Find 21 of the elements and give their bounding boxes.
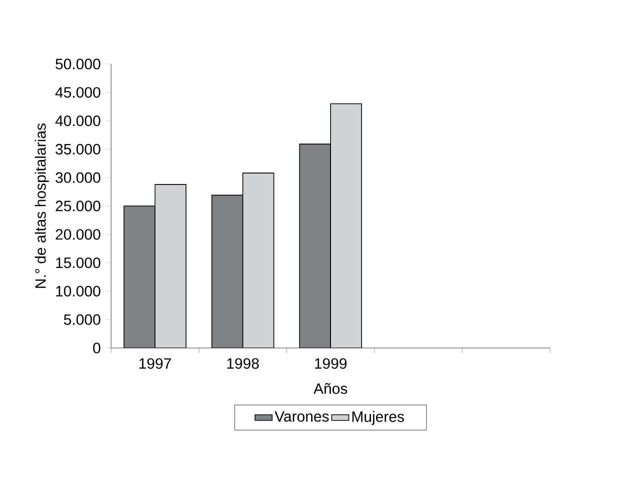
- y-tick-label: 0: [93, 342, 100, 354]
- y-tick-label: 20.000: [56, 229, 100, 240]
- y-tick-label: 35.000: [56, 144, 100, 155]
- bar: [242, 172, 274, 348]
- y-tick-label: 25.000: [56, 200, 100, 212]
- y-tick-label: 40.000: [55, 115, 100, 126]
- y-tick-label: 30.000: [56, 172, 100, 183]
- y-tick-label: 10.000: [56, 286, 100, 297]
- x-axis-title: Años: [314, 383, 348, 394]
- legend-label: Varones: [274, 411, 329, 422]
- legend-label: Mujeres: [352, 411, 404, 425]
- bar: [330, 103, 362, 348]
- y-tick-label: 15.000: [56, 257, 100, 268]
- x-tick-label: 1998: [227, 358, 259, 369]
- y-tick-label: 50.000: [56, 58, 100, 70]
- x-tick-label: 1997: [139, 358, 171, 369]
- y-tick-label: 45.000: [55, 87, 100, 98]
- y-axis-title: N.° de altas hospitalarias: [34, 124, 49, 288]
- bar: [154, 184, 186, 348]
- x-tick-label: 1999: [315, 358, 347, 369]
- y-tick-label: 5.000: [64, 314, 100, 325]
